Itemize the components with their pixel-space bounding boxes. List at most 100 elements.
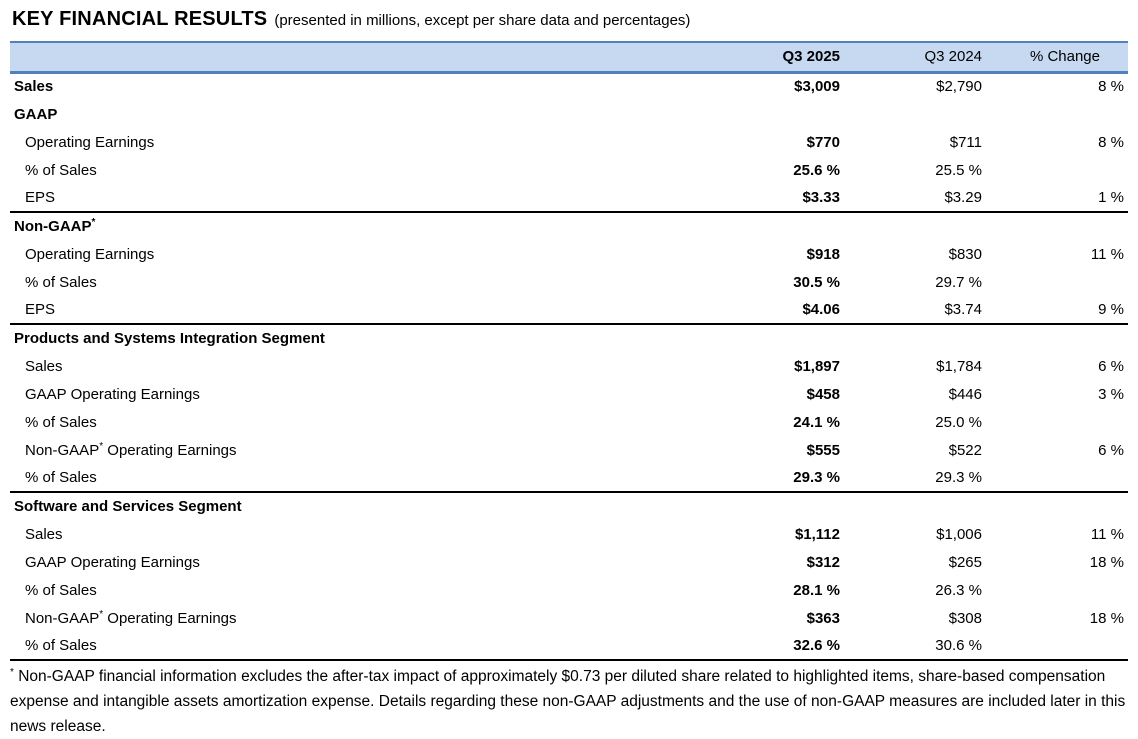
cell-pct-change: 3 % [1098,385,1124,403]
cell-q3-2024: $1,784 [936,357,982,375]
cell-q3-2025: $770 [806,133,840,151]
cell-q3-2024 [850,212,992,240]
cell-q3-2025 [705,100,850,128]
row-label: Sales [14,78,54,96]
cell-pct-change: 11 % [1090,245,1124,263]
cell-pct-change [992,632,1128,661]
row-label: Products and Systems Integration Segment [14,330,325,347]
table-row: % of Sales 32.6 % 30.6 % [10,632,1128,661]
cell-pct-change: 1 % [992,184,1128,213]
cell-q3-2025: $458 [806,385,840,403]
table-row: % of Sales 24.1 % 25.0 % [10,408,1128,436]
cell-q3-2025: $3.33 [705,184,850,213]
row-label: Sales [25,525,63,543]
non-gaap-asterisk: * [91,217,96,228]
cell-q3-2025: 25.6 % [793,161,840,179]
financial-results-table: Q3 2025 Q3 2024 % Change Sales $3,009 $2,7… [10,41,1128,661]
cell-q3-2024: 25.5 % [935,161,982,179]
cell-q3-2024: 29.3 % [850,464,992,493]
cell-q3-2025: $3,009 [794,78,840,96]
cell-q3-2024: 25.0 % [935,413,982,431]
table-row: Products and Systems Integration Segment [10,324,1128,352]
cell-pct-change: 9 % [992,296,1128,325]
row-label: Operating Earnings [25,245,155,263]
cell-q3-2024: $446 [948,385,982,403]
table-row: EPS $3.33 $3.29 1 % [10,184,1128,213]
row-label: % of Sales [10,632,705,661]
table-row: GAAP [10,100,1128,128]
cell-pct-change [992,324,1128,352]
row-label: % of Sales [25,161,97,179]
cell-q3-2025: 32.6 % [705,632,850,661]
cell-q3-2025: 24.1 % [793,413,840,431]
row-label: % of Sales [25,413,97,431]
row-label: % of Sales [10,464,705,493]
cell-q3-2024: $3.29 [850,184,992,213]
row-label: Non-GAAP* [14,217,96,236]
row-label: Sales [25,357,63,375]
cell-q3-2024 [850,492,992,520]
cell-q3-2024 [850,324,992,352]
table-row: Sales $1,112 $1,006 11 % [10,520,1128,548]
table-row: Sales $1,897 $1,784 6 % [10,352,1128,380]
cell-pct-change: 8 % [1098,133,1124,151]
cell-q3-2024: $830 [948,245,982,263]
cell-pct-change: 18 % [1089,609,1124,627]
row-label: Non-GAAP* Operating Earnings [25,608,237,627]
cell-q3-2025: $918 [806,245,840,263]
cell-q3-2025 [705,212,850,240]
table-row: Operating Earnings $918 $830 11 % [10,240,1128,268]
cell-pct-change: 6 % [1098,441,1124,459]
table-row: Non-GAAP* Operating Earnings $555 $522 6 % [10,436,1128,464]
title-subtitle: (presented in millions, except per share… [274,12,691,29]
table-row: Operating Earnings $770 $711 8 % [10,128,1128,156]
header-label-column [10,41,705,74]
footnote: * Non-GAAP financial information exclude… [10,664,1130,739]
row-label: Software and Services Segment [14,498,242,515]
row-label: Non-GAAP* Operating Earnings [25,440,237,459]
cell-pct-change [992,576,1128,604]
cell-pct-change: 18 % [1089,553,1124,571]
table-body: Sales $3,009 $2,790 8 % GAAP Operating Earnin… [10,72,1128,661]
cell-pct-change [992,408,1128,436]
table-row: % of Sales 28.1 % 26.3 % [10,576,1128,604]
row-label: GAAP [14,105,58,123]
row-label: GAAP Operating Earnings [25,553,200,571]
row-label: % of Sales [25,581,97,599]
cell-q3-2024: $308 [948,609,982,627]
footnote-asterisk: * [10,666,14,678]
cell-pct-change [992,268,1128,296]
cell-pct-change [992,212,1128,240]
table-row: Software and Services Segment [10,492,1128,520]
cell-pct-change: 8 % [1098,78,1124,96]
cell-pct-change: 6 % [1098,357,1124,375]
cell-q3-2025 [705,492,850,520]
cell-q3-2025: $1,112 [794,525,840,543]
page-title: KEY FINANCIAL RESULTS (presented in mill… [12,8,1128,31]
cell-pct-change [992,100,1128,128]
row-label: EPS [10,296,705,325]
cell-q3-2025: $4.06 [705,296,850,325]
non-gaap-asterisk: * [99,440,104,452]
table-row: % of Sales 30.5 % 29.7 % [10,268,1128,296]
cell-q3-2024: 30.6 % [850,632,992,661]
table-row: Non-GAAP* Operating Earnings $363 $308 18 % [10,604,1128,632]
cell-pct-change [992,464,1128,493]
cell-q3-2025: 29.3 % [705,464,850,493]
header-q3-2025: Q3 2025 [705,41,850,74]
cell-pct-change [992,492,1128,520]
row-label: GAAP Operating Earnings [25,385,200,403]
cell-q3-2024: 26.3 % [935,581,982,599]
table-row: Non-GAAP* [10,212,1128,240]
cell-q3-2024: $3.74 [850,296,992,325]
header-pct-change: % Change [992,41,1128,74]
cell-q3-2025: $1,897 [794,357,840,375]
table-row: GAAP Operating Earnings $458 $446 3 % [10,380,1128,408]
cell-q3-2025: $555 [806,441,840,459]
row-label: Operating Earnings [25,133,155,151]
table-row: % of Sales 29.3 % 29.3 % [10,464,1128,493]
table-header-row: Q3 2025 Q3 2024 % Change [10,41,1128,74]
cell-q3-2024: $265 [948,553,982,571]
header-q3-2024: Q3 2024 [850,41,992,74]
